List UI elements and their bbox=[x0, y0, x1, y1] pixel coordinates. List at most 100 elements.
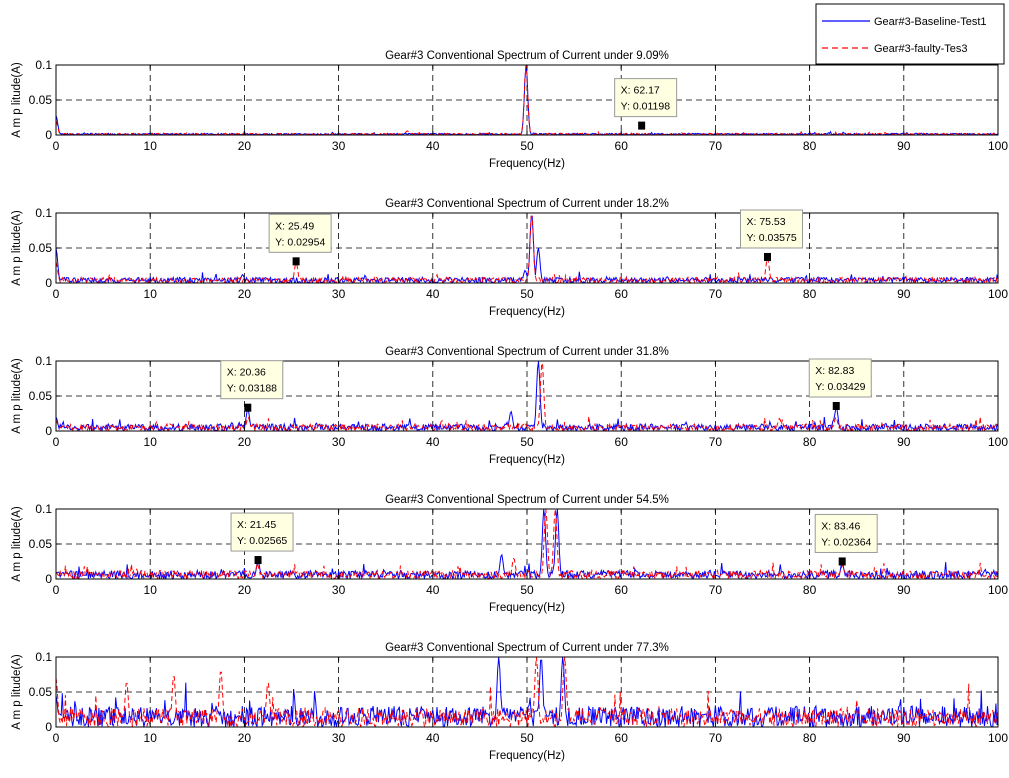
x-tick-label: 70 bbox=[709, 287, 723, 301]
x-tick-label: 70 bbox=[709, 435, 723, 449]
x-tick-label: 100 bbox=[988, 287, 1008, 301]
datatip-y-text: Y: 0.01198 bbox=[621, 101, 671, 113]
series-line-faulty bbox=[56, 509, 998, 579]
x-tick-label: 40 bbox=[426, 139, 440, 153]
x-tick-label: 0 bbox=[53, 287, 60, 301]
x-tick-label: 40 bbox=[426, 731, 440, 745]
chart-panel-3: Gear#3 Conventional Spectrum of Current … bbox=[11, 346, 1008, 466]
datatip-marker bbox=[763, 252, 771, 261]
x-tick-label: 70 bbox=[709, 583, 723, 597]
chart-panel-4: Gear#3 Conventional Spectrum of Current … bbox=[11, 494, 1008, 614]
x-tick-label: 0 bbox=[53, 731, 60, 745]
chart-panels: Gear#3 Conventional Spectrum of Current … bbox=[11, 50, 1008, 762]
datatip-box bbox=[230, 512, 294, 552]
x-tick-label: 100 bbox=[988, 139, 1008, 153]
chart-title: Gear#3 Conventional Spectrum of Current … bbox=[385, 198, 669, 210]
x-axis-label: Frequency(Hz) bbox=[489, 602, 565, 614]
datatip-marker bbox=[254, 556, 262, 565]
datatip-y-text: Y: 0.02565 bbox=[237, 535, 287, 547]
y-axis-label: A m p litude(A) bbox=[11, 210, 23, 286]
datatip: X: 75.53 Y: 0.03575 bbox=[739, 209, 803, 261]
legend-label-faulty: Gear#3-faulty-Tes3 bbox=[874, 43, 968, 55]
datatip: X: 20.36 Y: 0.03188 bbox=[220, 360, 284, 412]
x-tick-label: 90 bbox=[897, 287, 911, 301]
x-tick-label: 80 bbox=[803, 731, 817, 745]
chart-panel-1: Gear#3 Conventional Spectrum of Current … bbox=[11, 50, 1008, 170]
x-tick-label: 90 bbox=[897, 731, 911, 745]
x-tick-label: 80 bbox=[803, 583, 817, 597]
y-axis-label: A m p litude(A) bbox=[11, 654, 23, 730]
x-tick-label: 80 bbox=[803, 435, 817, 449]
x-tick-label: 30 bbox=[332, 583, 346, 597]
x-tick-label: 50 bbox=[520, 435, 534, 449]
y-axis-label: A m p litude(A) bbox=[11, 358, 23, 434]
datatip: X: 25.49 Y: 0.02954 bbox=[268, 213, 332, 266]
x-axis-label: Frequency(Hz) bbox=[489, 306, 565, 318]
datatip: X: 21.45 Y: 0.02565 bbox=[230, 512, 294, 565]
datatip-y-text: Y: 0.03575 bbox=[746, 232, 796, 244]
datatip-marker bbox=[832, 401, 840, 410]
datatip-box bbox=[739, 209, 803, 249]
y-tick-label: 0.1 bbox=[35, 650, 52, 664]
datatip-box bbox=[220, 360, 284, 400]
x-tick-label: 60 bbox=[615, 583, 629, 597]
x-tick-label: 40 bbox=[426, 287, 440, 301]
x-tick-label: 100 bbox=[988, 731, 1008, 745]
y-axis-label: A m p litude(A) bbox=[11, 506, 23, 582]
y-tick-label: 0.1 bbox=[35, 206, 52, 220]
x-tick-label: 10 bbox=[144, 139, 158, 153]
x-tick-label: 20 bbox=[238, 435, 252, 449]
datatip: X: 83.46 Y: 0.02364 bbox=[814, 513, 878, 566]
x-tick-label: 80 bbox=[803, 287, 817, 301]
y-tick-label: 0 bbox=[45, 128, 52, 142]
x-tick-label: 20 bbox=[238, 139, 252, 153]
x-tick-label: 70 bbox=[709, 731, 723, 745]
datatip-x-text: X: 21.45 bbox=[237, 519, 276, 531]
x-tick-label: 10 bbox=[144, 583, 158, 597]
legend-label-baseline: Gear#3-Baseline-Test1 bbox=[874, 16, 987, 28]
x-tick-label: 50 bbox=[520, 139, 534, 153]
datatip-y-text: Y: 0.02954 bbox=[275, 236, 325, 248]
datatip-x-text: X: 20.36 bbox=[227, 367, 266, 379]
x-tick-label: 20 bbox=[238, 583, 252, 597]
x-tick-label: 60 bbox=[615, 287, 629, 301]
x-tick-label: 0 bbox=[53, 583, 60, 597]
datatip-box bbox=[268, 213, 332, 253]
x-tick-label: 90 bbox=[897, 583, 911, 597]
chart-title: Gear#3 Conventional Spectrum of Current … bbox=[385, 494, 669, 506]
x-tick-label: 30 bbox=[332, 139, 346, 153]
x-tick-label: 50 bbox=[520, 583, 534, 597]
x-tick-label: 0 bbox=[53, 139, 60, 153]
x-tick-label: 0 bbox=[53, 435, 60, 449]
datatip-x-text: X: 25.49 bbox=[275, 220, 314, 232]
datatip-y-text: Y: 0.03429 bbox=[815, 381, 865, 393]
y-tick-label: 0.05 bbox=[29, 241, 53, 255]
x-tick-label: 60 bbox=[615, 139, 629, 153]
y-tick-label: 0.1 bbox=[35, 502, 52, 516]
x-tick-label: 30 bbox=[332, 287, 346, 301]
datatip-box bbox=[614, 78, 678, 118]
datatip-y-text: Y: 0.03188 bbox=[227, 383, 277, 395]
y-tick-label: 0 bbox=[45, 276, 52, 290]
x-tick-label: 70 bbox=[709, 139, 723, 153]
y-tick-label: 0.05 bbox=[29, 685, 53, 699]
x-tick-label: 50 bbox=[520, 731, 534, 745]
y-axis-label: A m p litude(A) bbox=[11, 62, 23, 138]
y-tick-label: 0 bbox=[45, 424, 52, 438]
datatip-box bbox=[814, 513, 878, 553]
y-tick-label: 0.1 bbox=[35, 354, 52, 368]
x-tick-label: 40 bbox=[426, 435, 440, 449]
datatip: X: 82.83 Y: 0.03429 bbox=[808, 358, 872, 410]
chart-panel-5: Gear#3 Conventional Spectrum of Current … bbox=[11, 642, 1008, 762]
chart-title: Gear#3 Conventional Spectrum of Current … bbox=[385, 642, 669, 654]
x-tick-label: 100 bbox=[988, 583, 1008, 597]
x-tick-label: 10 bbox=[144, 435, 158, 449]
x-tick-label: 60 bbox=[615, 435, 629, 449]
x-axis-label: Frequency(Hz) bbox=[489, 158, 565, 170]
y-tick-label: 0.05 bbox=[29, 537, 53, 551]
datatip-marker bbox=[244, 403, 252, 412]
x-tick-label: 60 bbox=[615, 731, 629, 745]
y-tick-label: 0 bbox=[45, 572, 52, 586]
x-axis-label: Frequency(Hz) bbox=[489, 750, 565, 762]
